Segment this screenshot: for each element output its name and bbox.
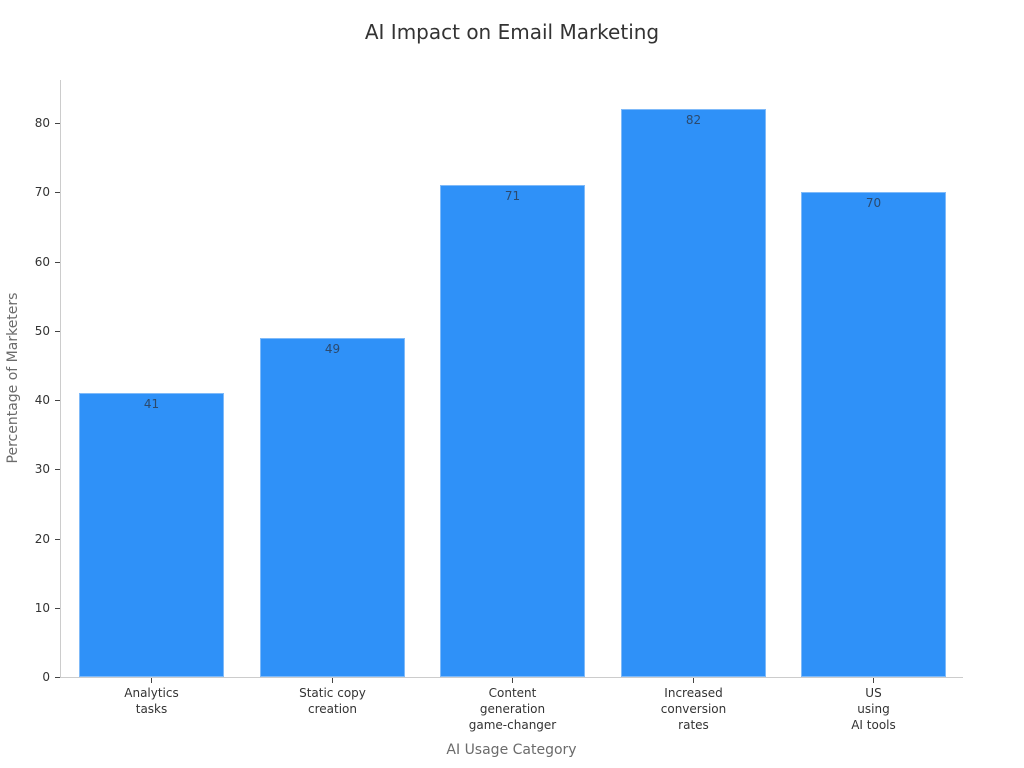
x-tick-mark <box>150 678 152 683</box>
bar-value-label: 49 <box>324 341 341 356</box>
y-tick: 70 <box>0 185 60 199</box>
x-tick-mark <box>872 678 874 683</box>
bar-value-label: 82 <box>685 113 702 128</box>
y-tick: 80 <box>0 116 60 130</box>
y-tick: 10 <box>0 601 60 615</box>
y-tick-mark <box>55 330 60 332</box>
y-tick-label: 60 <box>34 254 50 269</box>
x-tick-label: Content generation game-changer <box>468 686 557 732</box>
x-axis-title: AI Usage Category <box>446 742 577 758</box>
y-tick: 40 <box>0 393 60 407</box>
y-tick: 60 <box>0 255 60 269</box>
x-tick-label: Increased conversion rates <box>660 686 727 732</box>
x-tick-label: US using AI tools <box>851 686 896 732</box>
y-tick-label: 50 <box>34 323 50 338</box>
bar-value-label: 70 <box>865 196 882 211</box>
y-axis-title: Percentage of Marketers <box>5 292 21 464</box>
x-tick-label: Analytics tasks <box>124 686 179 716</box>
bar[interactable]: 71 <box>440 185 585 677</box>
y-tick-mark <box>55 607 60 609</box>
x-tick-label: Static copy creation <box>299 686 366 716</box>
y-tick-label: 30 <box>34 462 50 477</box>
x-tick-mark <box>692 678 694 683</box>
y-tick-label: 10 <box>34 600 50 615</box>
y-tick: 20 <box>0 532 60 546</box>
x-tick-mark <box>331 678 333 683</box>
y-tick-mark <box>55 123 60 124</box>
y-tick: 50 <box>0 324 60 338</box>
x-axis-line <box>60 677 963 678</box>
chart-title: AI Impact on Email Marketing <box>364 20 660 44</box>
bar[interactable]: 82 <box>621 109 766 677</box>
y-tick-mark <box>55 192 60 194</box>
bar[interactable]: 70 <box>801 192 946 677</box>
y-tick-label: 20 <box>34 531 50 546</box>
x-tick-mark <box>511 678 513 683</box>
y-tick-mark <box>55 469 60 471</box>
bar-value-label: 71 <box>504 189 521 204</box>
y-tick-label: 70 <box>34 185 50 200</box>
y-tick-mark <box>55 677 60 678</box>
y-tick-label: 80 <box>34 116 50 130</box>
y-axis-line <box>60 80 61 678</box>
y-tick-mark <box>55 538 60 540</box>
y-tick: 30 <box>0 462 60 476</box>
bar[interactable]: 49 <box>260 337 405 677</box>
y-tick-mark <box>55 261 60 263</box>
y-tick-label: 0 <box>42 670 50 684</box>
bar-value-label: 41 <box>143 397 160 412</box>
bar[interactable]: 41 <box>79 393 224 677</box>
y-tick-label: 40 <box>34 393 50 407</box>
y-tick: 0 <box>0 670 60 684</box>
y-tick-mark <box>55 400 60 401</box>
